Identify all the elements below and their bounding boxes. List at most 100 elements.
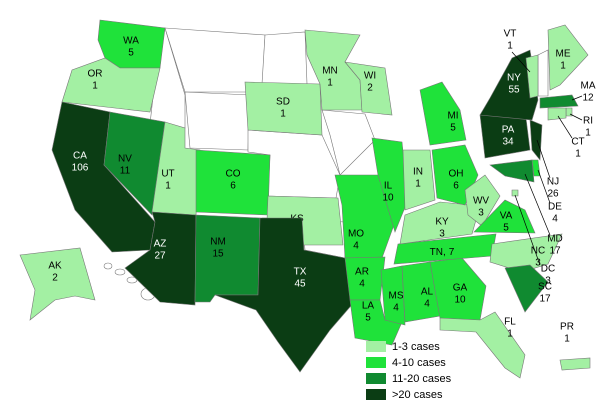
state-shape [244, 81, 323, 136]
state-abbr: MS [389, 291, 404, 302]
case-count: 2 [52, 273, 58, 284]
case-count: 10 [454, 295, 466, 306]
case-count: 1 [415, 179, 421, 190]
state-shape [61, 57, 161, 113]
state-shape [214, 217, 357, 373]
case-count: 106 [72, 163, 89, 174]
leader-line [511, 51, 531, 73]
state-abbr: MI [447, 111, 458, 122]
case-count: 15 [212, 249, 224, 260]
case-count: 5 [503, 223, 509, 234]
case-count: 7 [449, 247, 455, 258]
case-count: 4 [393, 303, 399, 314]
case-count: 3 [545, 276, 551, 287]
case-count: 4 [552, 214, 558, 225]
state-abbr: NY [507, 73, 521, 84]
state-abbr: NJ [547, 177, 559, 188]
state-shape [529, 119, 543, 161]
case-count: 17 [549, 246, 561, 257]
state-abbr: SC [538, 282, 552, 293]
state-abbr: NV [118, 154, 132, 165]
leader-line [569, 113, 583, 121]
state-shape [479, 49, 539, 121]
state-abbr: CA [73, 151, 87, 162]
state-shape [439, 311, 526, 379]
case-count: 11 [120, 166, 131, 177]
case-count: 34 [502, 137, 514, 148]
case-count: 5 [450, 123, 456, 134]
state-abbr: IN [413, 167, 423, 178]
state-shape [344, 61, 393, 116]
state-abbr: IL [384, 181, 393, 192]
case-count: 1 [575, 149, 581, 160]
state-shape [261, 31, 308, 85]
state-abbr: WV [473, 196, 489, 207]
case-count: 55 [508, 85, 520, 96]
leader-line [524, 173, 551, 236]
state-abbr: MD [547, 234, 563, 245]
island [103, 262, 113, 270]
state-abbr: ME [556, 49, 571, 60]
state-abbr: SD [276, 97, 290, 108]
state-shape [504, 264, 549, 313]
case-count: 1 [564, 334, 570, 345]
state-abbr: AZ [154, 239, 167, 250]
state-shape [184, 91, 251, 151]
legend-label: 4-10 cases [392, 357, 446, 369]
leader-line [514, 194, 541, 266]
state-abbr: OR [88, 69, 103, 80]
state-abbr: VA [500, 211, 513, 222]
case-count: 3 [478, 208, 484, 219]
state-abbr: AL [421, 287, 434, 298]
state-shape [402, 149, 436, 211]
state-shape [344, 256, 386, 301]
state-shape [194, 214, 261, 303]
state-abbr: TX [294, 267, 307, 278]
state-abbr: LA [362, 301, 375, 312]
case-count: 45 [294, 279, 306, 290]
state-shape [19, 247, 96, 321]
state-shape [547, 107, 567, 121]
state-shape [103, 111, 166, 216]
state-abbr: RI [583, 116, 593, 127]
state-shape [559, 357, 591, 371]
state-label: TN, 7 [430, 247, 455, 258]
case-count: 6 [453, 181, 459, 192]
case-count: 26 [547, 189, 559, 200]
state-shape [380, 265, 406, 326]
leader-line [571, 95, 583, 101]
leader-line [536, 139, 551, 179]
case-count: 1 [165, 181, 171, 192]
state-abbr: KY [435, 217, 449, 228]
state-abbr: WA [123, 36, 139, 47]
state-abbr: WI [364, 71, 376, 82]
legend-swatch [366, 341, 386, 352]
state-abbr: OH [449, 169, 464, 180]
state-abbr: MA [581, 81, 596, 92]
state-shape [539, 94, 579, 109]
legend-label: >20 cases [392, 389, 443, 401]
case-count: 6 [230, 181, 236, 192]
state-abbr: VT [504, 29, 517, 40]
legend-swatch [366, 389, 386, 400]
case-count: 10 [382, 193, 394, 204]
case-count: 1 [507, 41, 513, 52]
case-count: 1 [280, 109, 286, 120]
state-abbr: AK [48, 261, 62, 272]
case-count: 1 [507, 329, 513, 340]
case-count: 2 [367, 83, 373, 94]
state-shape [511, 189, 519, 197]
legend-swatch [366, 357, 386, 368]
state-abbr: CT [571, 137, 584, 148]
state-abbr: PA [502, 125, 515, 136]
case-count: 17 [539, 294, 551, 305]
state-abbr: GA [453, 283, 468, 294]
state-abbr: DE [548, 202, 562, 213]
state-shape [547, 24, 589, 91]
state-abbr: MO [348, 229, 364, 240]
state-abbr: NM [210, 237, 226, 248]
legend-label: 11-20 cases [392, 373, 452, 385]
case-count: 4 [424, 299, 430, 310]
case-count: 1 [585, 128, 591, 139]
